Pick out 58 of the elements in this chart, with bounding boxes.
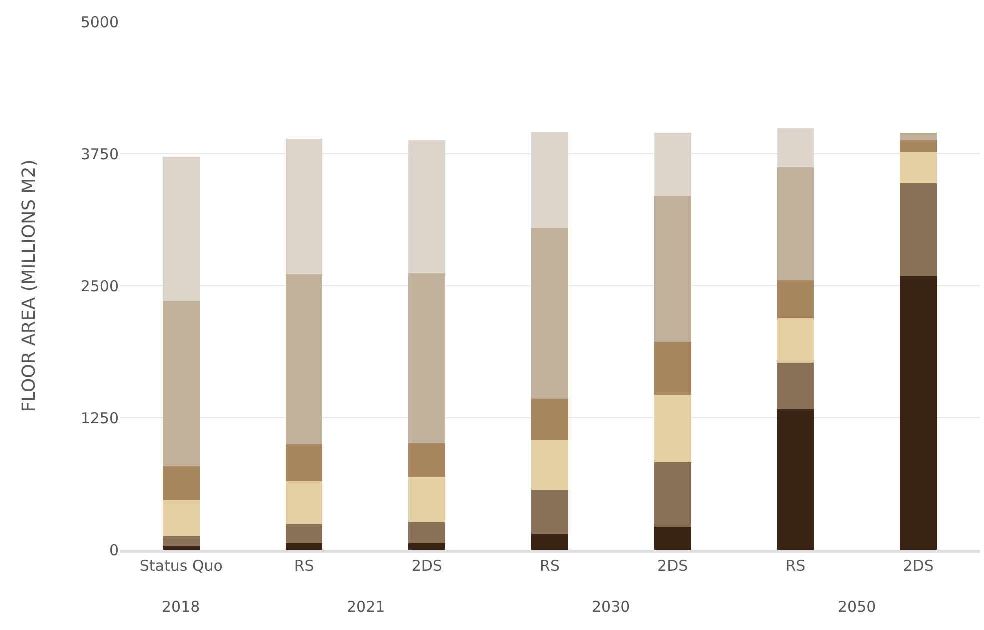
x-tick-label: Status Quo — [140, 557, 223, 575]
bar — [777, 280, 814, 319]
y-tick-label: 5000 — [80, 13, 119, 32]
bar — [408, 477, 446, 523]
bar — [654, 196, 692, 342]
bar — [532, 490, 568, 534]
bar — [532, 534, 568, 550]
bar — [777, 363, 814, 410]
bar — [777, 168, 814, 281]
bar — [900, 276, 937, 550]
bar — [654, 394, 692, 462]
text: 2018 — [162, 598, 200, 616]
y-tick-label: 3750 — [80, 145, 119, 164]
y-axis-title: FLOOR AREA (MILLIONS M2) — [19, 160, 40, 412]
bar — [286, 444, 323, 482]
bar — [408, 443, 446, 478]
x-tick-label: 2DS — [658, 557, 688, 575]
x-tick-label: 2DS — [903, 557, 934, 575]
bar — [408, 140, 446, 274]
bar — [654, 462, 692, 527]
bar — [163, 466, 200, 500]
bar — [163, 300, 200, 467]
bar — [900, 184, 937, 276]
bar — [286, 139, 323, 274]
bar — [286, 481, 323, 525]
text: 2021 — [347, 598, 386, 616]
x-tick-label: RS — [786, 557, 806, 575]
bar — [777, 128, 814, 168]
y-tick-label: 2500 — [80, 277, 119, 296]
bar — [408, 273, 446, 444]
bar — [408, 544, 446, 550]
bar — [900, 140, 937, 152]
bar — [532, 228, 568, 399]
y-tick-label: 0 — [109, 541, 119, 560]
y-tick-label: 1250 — [80, 409, 119, 428]
bar — [286, 544, 323, 550]
bar — [777, 318, 814, 364]
bar — [408, 522, 446, 544]
x-tick-label: 2DS — [412, 557, 442, 575]
bar — [654, 342, 692, 395]
bar — [532, 398, 568, 440]
bar — [163, 157, 200, 301]
bar — [286, 524, 323, 544]
bar — [532, 440, 568, 490]
bar — [654, 526, 692, 550]
bar — [163, 536, 200, 546]
bar — [900, 132, 937, 140]
bar — [777, 410, 814, 550]
bar — [286, 274, 323, 444]
bar — [654, 132, 692, 196]
bar — [532, 132, 568, 228]
bar — [163, 546, 200, 550]
bar — [163, 500, 200, 536]
text: 2050 — [838, 598, 876, 616]
x-tick-label: RS — [540, 557, 560, 575]
text: 2030 — [592, 598, 630, 616]
x-tick-label: RS — [294, 557, 314, 575]
bar — [900, 152, 937, 184]
